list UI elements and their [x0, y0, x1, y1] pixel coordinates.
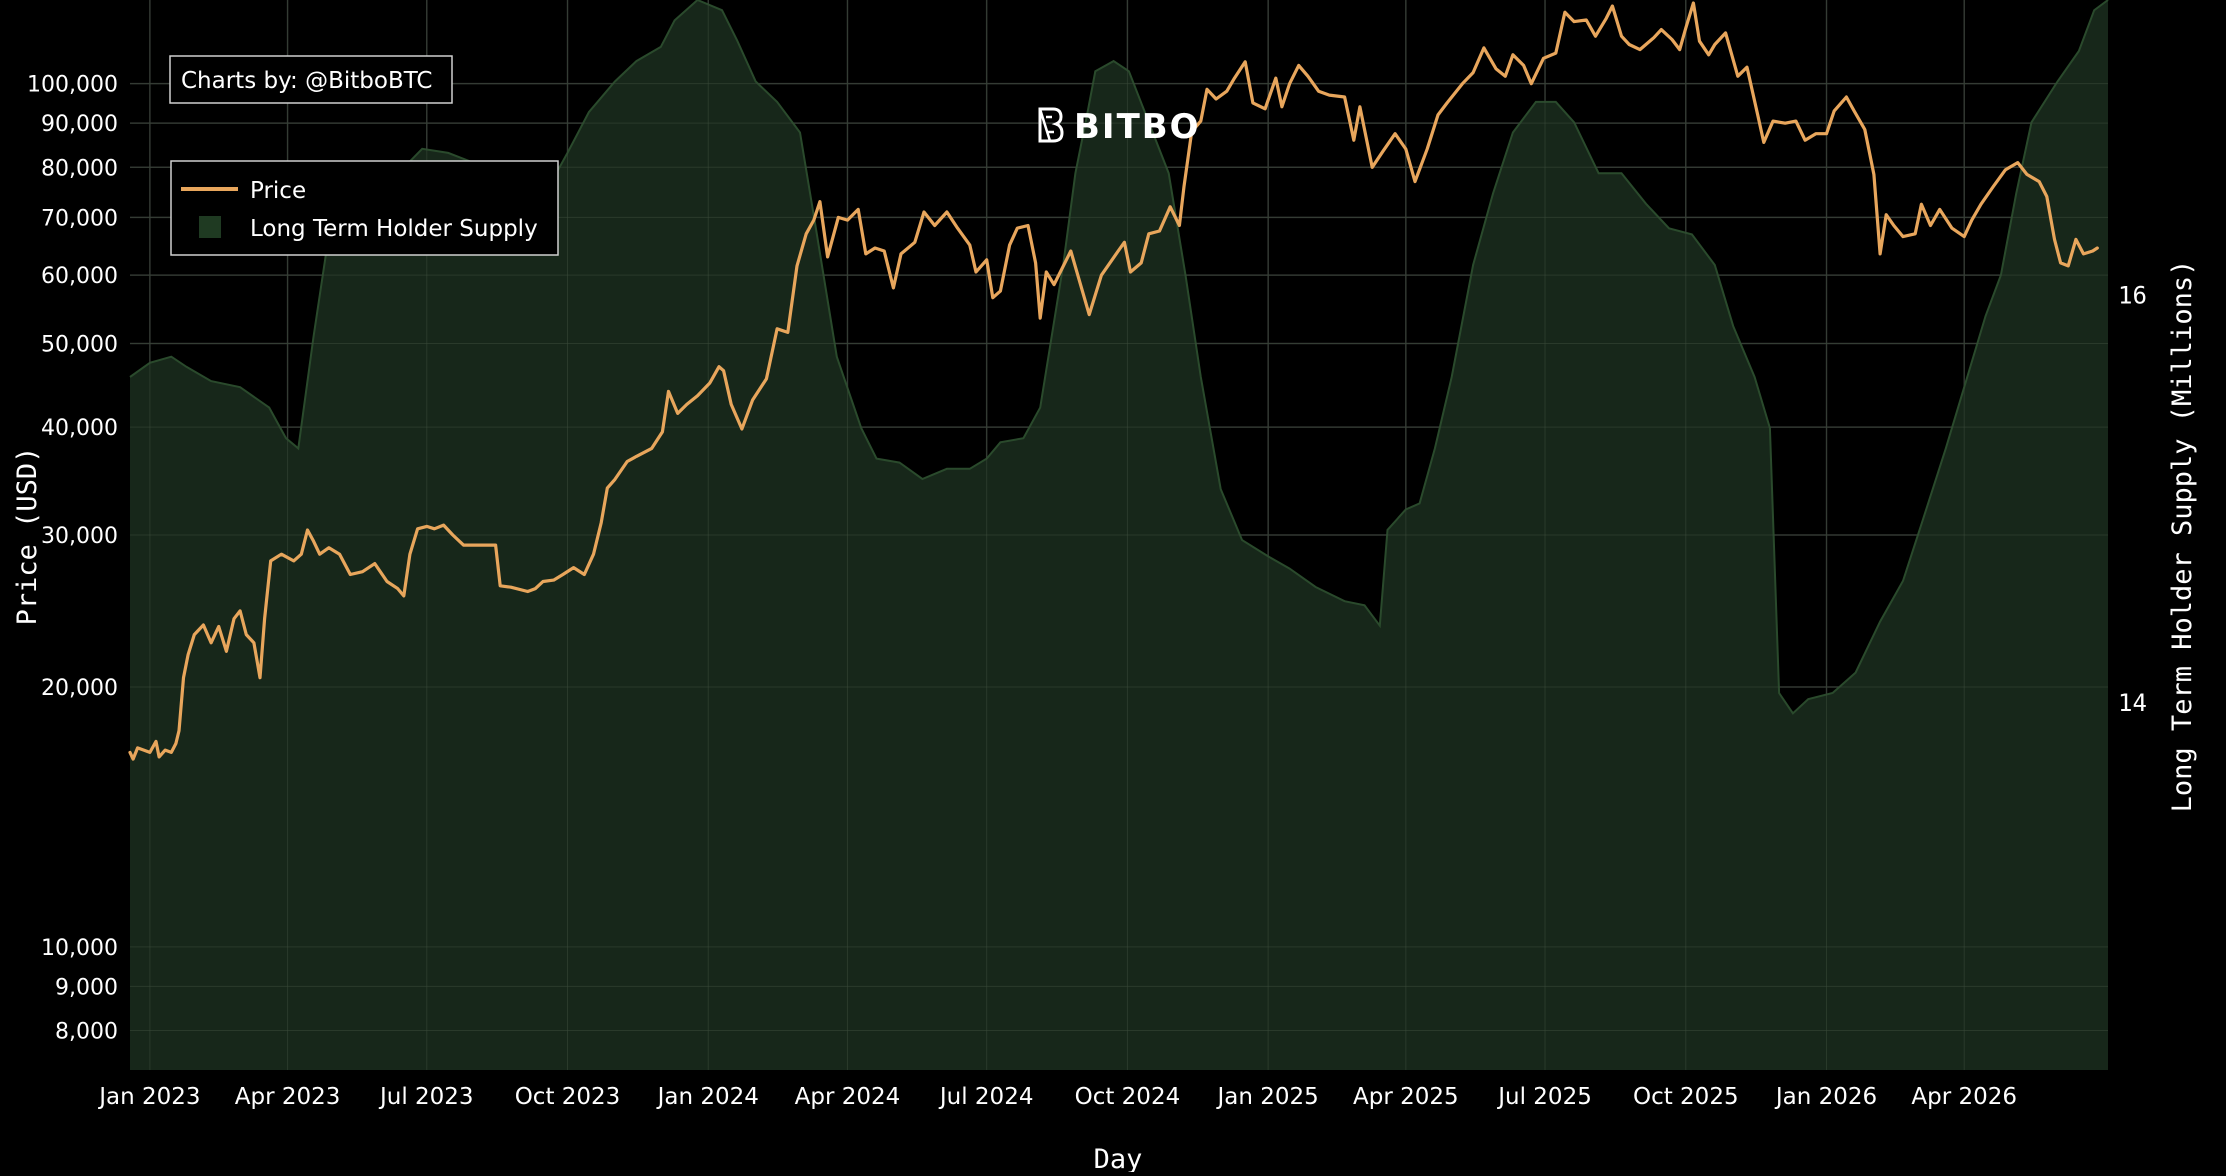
x-tick-label: Jan 2023: [97, 1084, 200, 1110]
x-axis-title: Day: [1094, 1144, 1143, 1172]
watermark-text: BITBO: [1074, 107, 1201, 147]
y-tick-label: 30,000: [41, 524, 118, 549]
y-tick-label: 90,000: [41, 112, 118, 137]
x-tick-label: Jan 2026: [1774, 1084, 1877, 1110]
y-tick-label: 50,000: [41, 333, 118, 358]
x-tick-label: Apr 2023: [235, 1084, 341, 1110]
x-tick-label: Jan 2025: [1215, 1084, 1318, 1110]
price-line: [128, 1, 2099, 761]
x-tick-label: Oct 2025: [1633, 1084, 1739, 1110]
credit-box-frame: [169, 55, 453, 104]
axis-ticks: 8,000 9,000 10,000 20,000 30,000 40,000 50,000…: [27, 73, 2147, 1110]
credit-text: Charts by: @BitboBTC: [181, 68, 433, 94]
credit-box: Charts by: @BitboBTC: [169, 55, 453, 104]
x-tick-label: Jul 2024: [938, 1084, 1034, 1110]
y-tick-label: 10,000: [41, 936, 118, 961]
price-line-layer: [128, 1, 2099, 761]
y-tick-label: 70,000: [41, 206, 118, 231]
bitbo-b-logo-icon: [1038, 107, 1064, 143]
legend-supply-label: Long Term Holder Supply: [250, 216, 538, 242]
legend-supply-swatch: [199, 216, 221, 238]
x-tick-label: Oct 2023: [515, 1084, 621, 1110]
y-tick-label: 8,000: [55, 1020, 118, 1045]
legend-price-label: Price: [250, 178, 306, 204]
y-tick-label: 80,000: [41, 156, 118, 181]
y-tick-label: 9,000: [55, 975, 118, 1000]
legend: Price Long Term Holder Supply: [170, 160, 559, 256]
legend-frame: [170, 160, 559, 256]
x-tick-label: Jul 2023: [378, 1084, 474, 1110]
x-tick-label: Jan 2024: [656, 1084, 759, 1110]
y-axis-title: Price (USD): [12, 447, 43, 626]
x-tick-label: Apr 2026: [1911, 1084, 2017, 1110]
y2-tick-label: 14: [2118, 689, 2147, 717]
y-tick-label: 100,000: [27, 73, 118, 98]
watermark: BITBO: [1038, 107, 1201, 147]
y2-tick-label: 16: [2118, 282, 2147, 310]
x-tick-label: Apr 2025: [1353, 1084, 1459, 1110]
y-tick-label: 40,000: [41, 416, 118, 441]
y-tick-label: 60,000: [41, 264, 118, 289]
x-tick-label: Jul 2025: [1496, 1084, 1592, 1110]
y2-axis-title: Long Term Holder Supply (Millions): [2167, 260, 2198, 813]
x-tick-label: Apr 2024: [795, 1084, 901, 1110]
x-tick-label: Oct 2024: [1075, 1084, 1181, 1110]
y-tick-label: 20,000: [41, 676, 118, 701]
